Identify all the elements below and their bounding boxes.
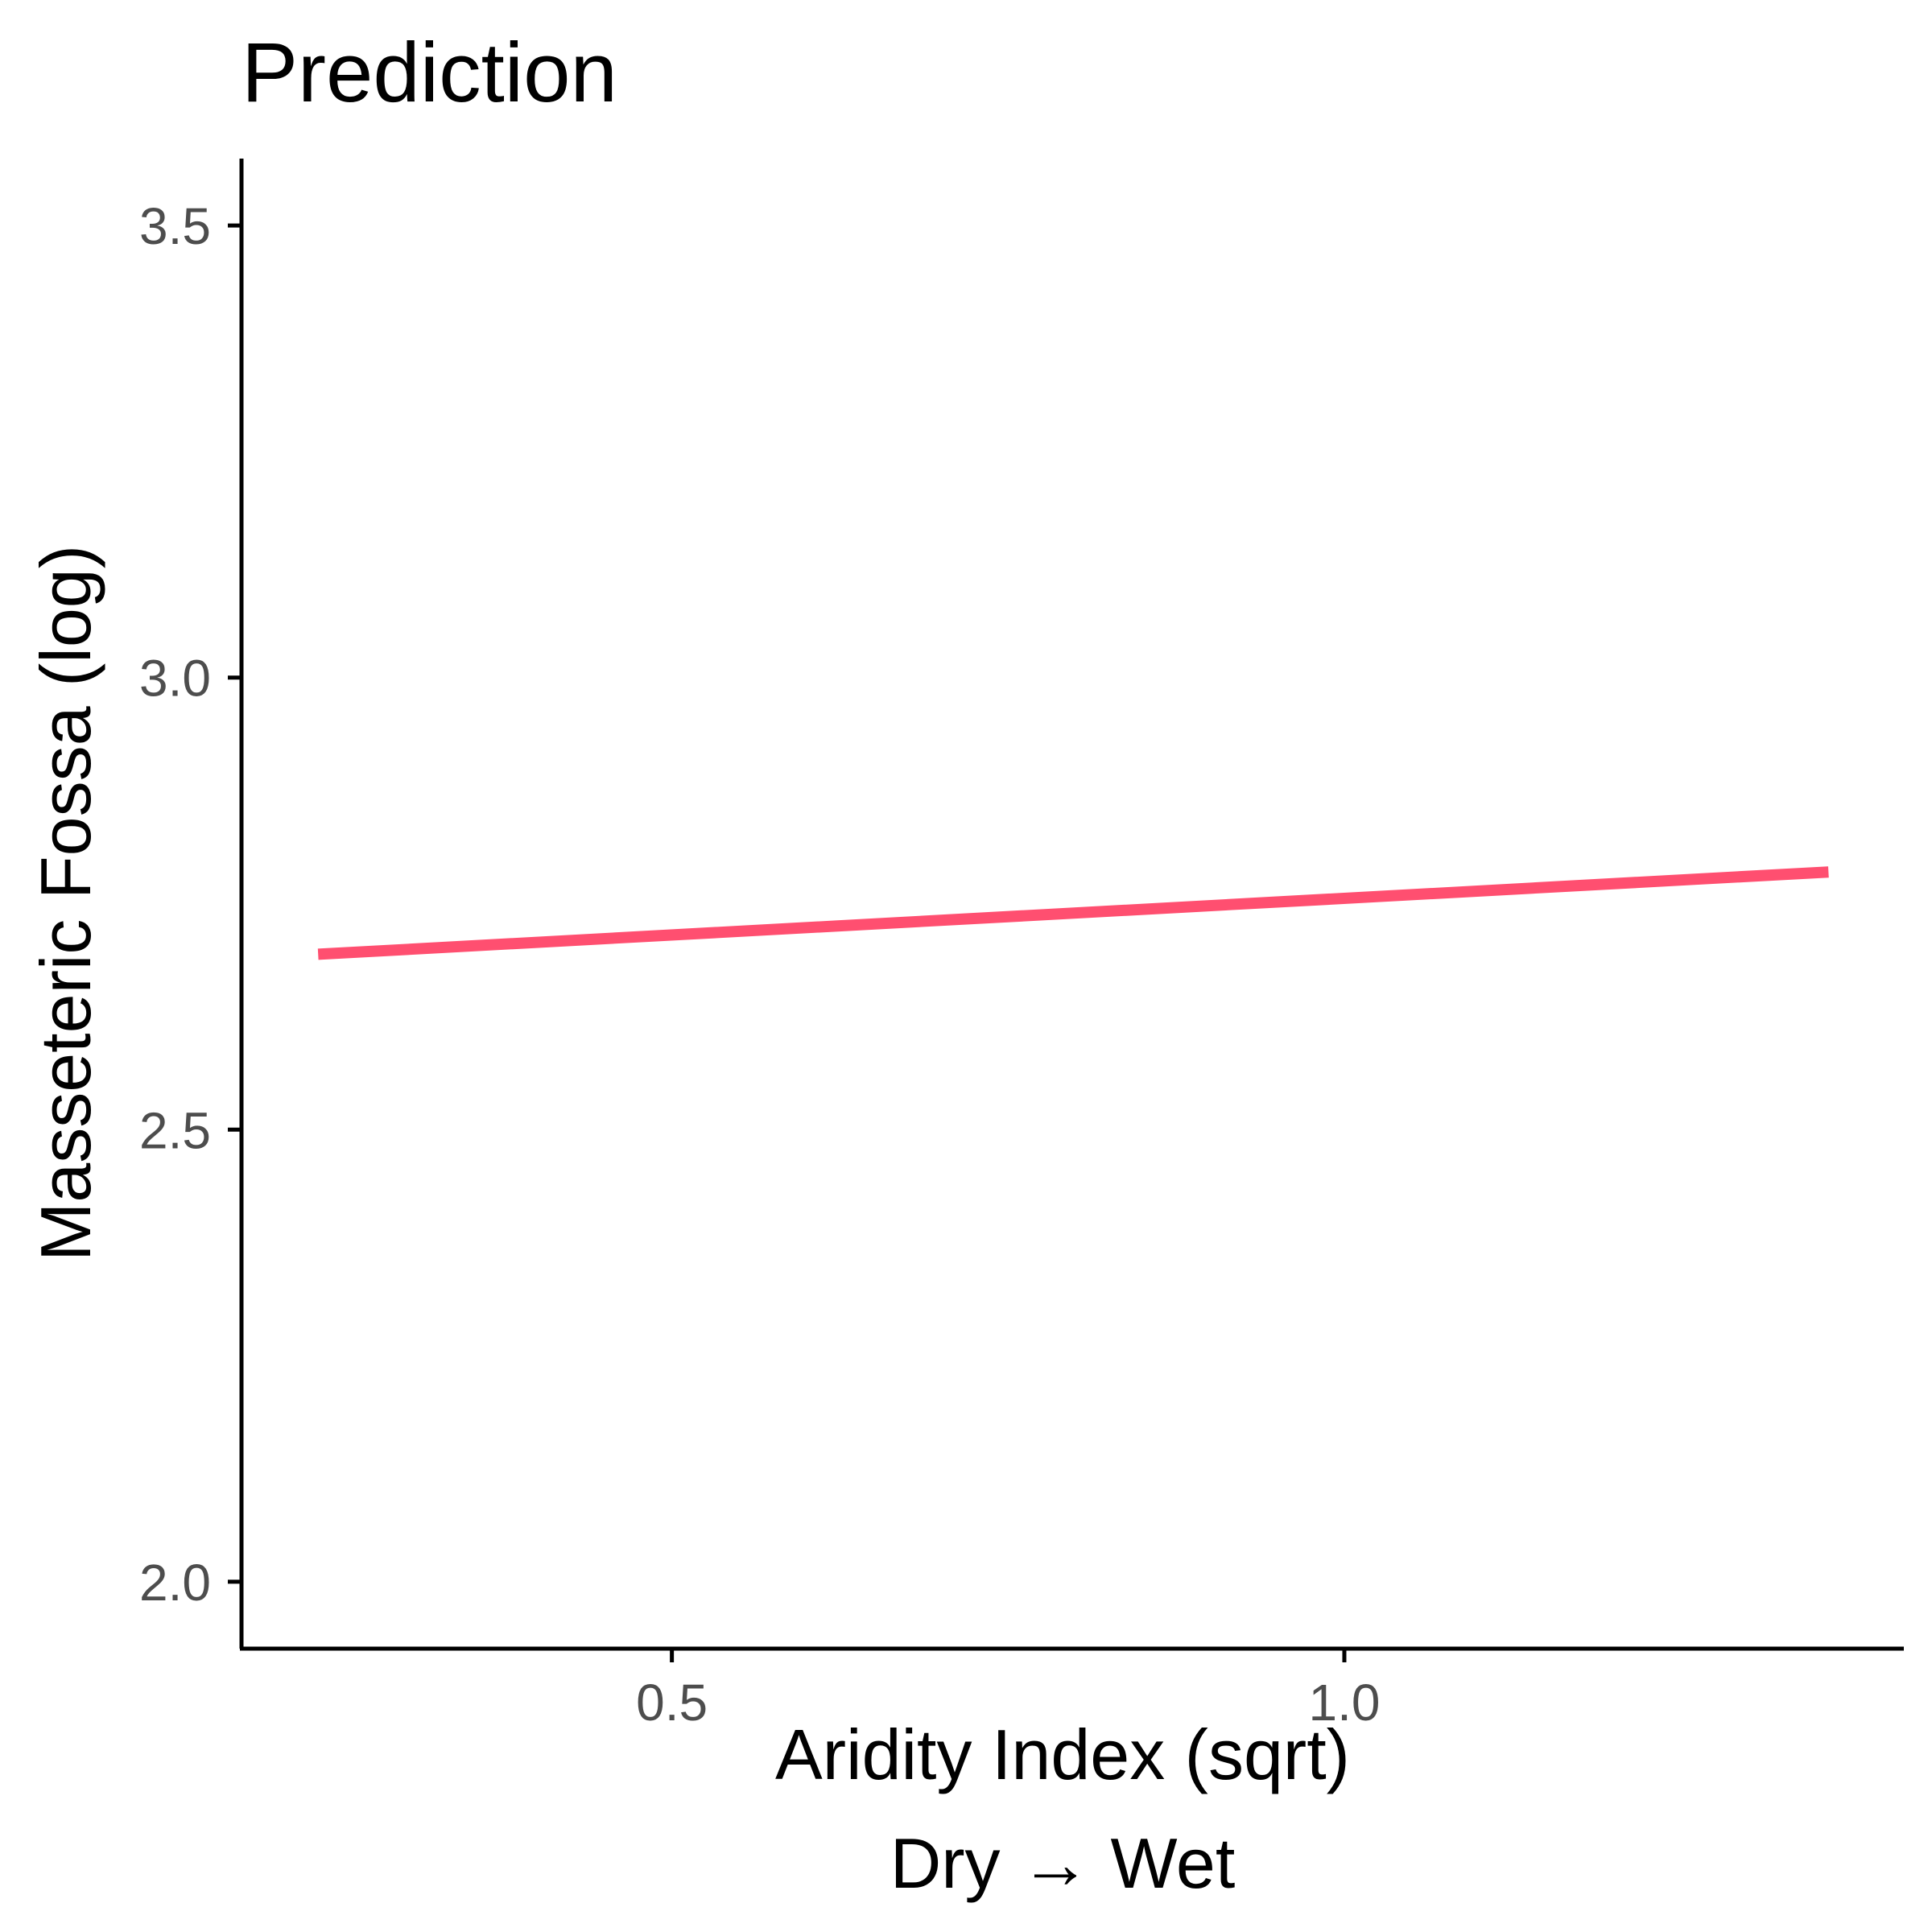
- plot-area: [317, 866, 1829, 960]
- x-tick-label: 0.5: [636, 1674, 708, 1732]
- y-axis-ticks: 2.0 2.5 3.0 3.5: [139, 197, 242, 1612]
- x-axis-ticks: 0.5 1.0: [636, 1649, 1380, 1732]
- y-tick-label: 3.5: [139, 197, 211, 255]
- y-tick-label: 2.0: [139, 1554, 211, 1612]
- x-axis-label: Aridity Index (sqrt): [775, 1715, 1350, 1794]
- y-axis-label: Masseteric Fossa (log): [26, 545, 105, 1261]
- y-tick-label: 3.0: [139, 650, 211, 708]
- y-tick-label: 2.5: [139, 1101, 211, 1159]
- prediction-line-0: [317, 866, 1829, 960]
- x-axis-label-subtitle: Dry → Wet: [890, 1823, 1236, 1903]
- x-tick-label: 1.0: [1308, 1674, 1380, 1732]
- chart-title: Prediction: [242, 26, 617, 120]
